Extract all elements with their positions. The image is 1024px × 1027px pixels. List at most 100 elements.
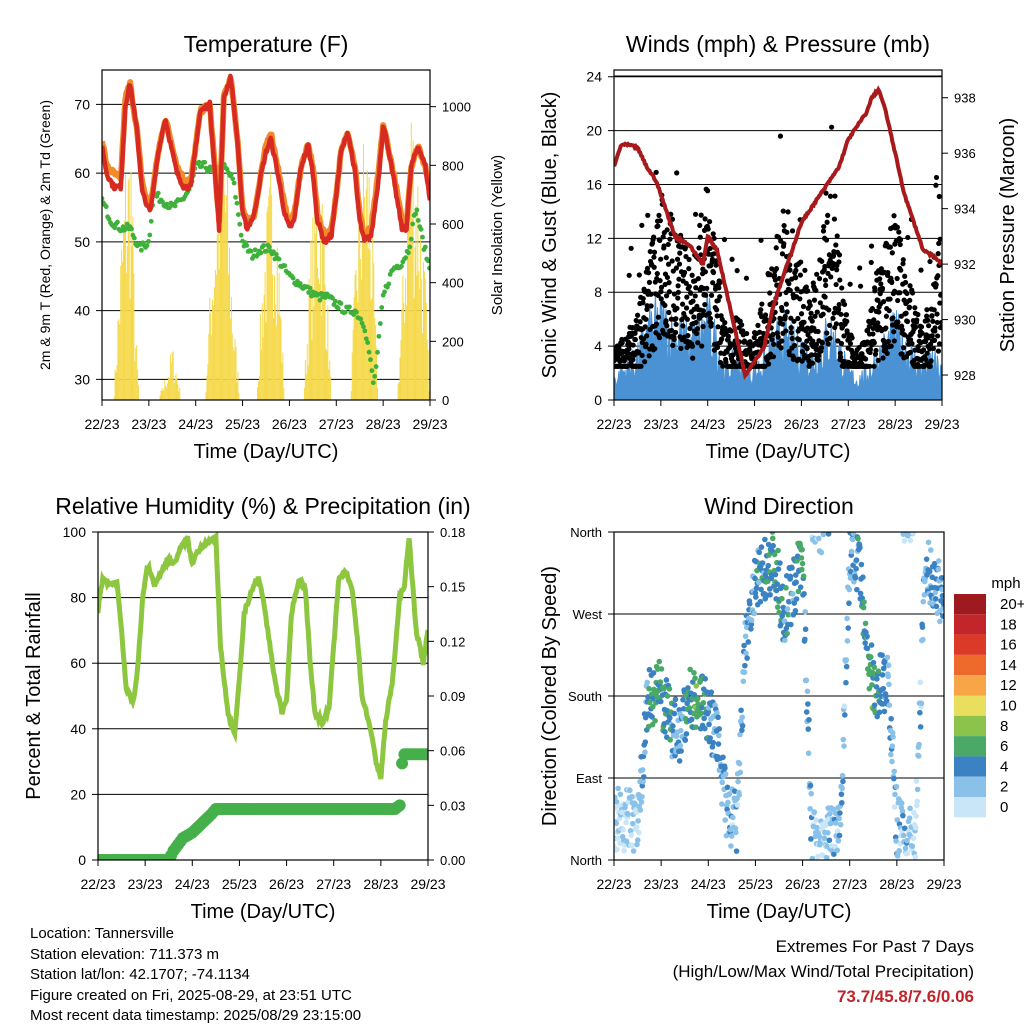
ytick-label: 0.12 (440, 634, 465, 649)
direction-point (885, 673, 891, 680)
gust-point (819, 340, 825, 346)
ytick-label: 600 (442, 217, 464, 232)
gust-point (740, 328, 746, 334)
gust-point (932, 325, 938, 331)
direction-point (742, 633, 749, 640)
direction-point (716, 726, 723, 732)
gust-point (662, 281, 668, 288)
direction-point (932, 596, 939, 602)
direction-point (783, 585, 789, 591)
direction-point (920, 636, 926, 643)
direction-point (706, 721, 712, 728)
dewpoint-point (370, 380, 376, 386)
direction-point (741, 669, 748, 676)
gust-point (871, 340, 877, 346)
gust-point (796, 337, 802, 343)
direction-point (719, 801, 725, 807)
gust-point (894, 224, 900, 230)
direction-point (855, 535, 861, 542)
winds-panel: Winds (mph) & Pressure (mb) 0 4 8 12 16 20 24 92… (539, 31, 1019, 463)
gust-point (869, 305, 875, 312)
gust-point (635, 312, 641, 318)
direction-point (799, 566, 805, 573)
direction-point (656, 658, 663, 665)
gust-point (897, 237, 904, 243)
gust-point (626, 272, 632, 278)
gust-point (648, 303, 654, 309)
gust-point (674, 305, 680, 311)
gust-point (887, 296, 893, 302)
gust-point (907, 349, 913, 355)
direction-point (740, 678, 747, 685)
gust-point (770, 354, 777, 360)
gust-point (886, 308, 892, 314)
gust-point (798, 311, 805, 317)
dewpoint-point (258, 250, 264, 256)
gust-point (825, 270, 831, 276)
gust-point (676, 261, 683, 267)
gust-point (734, 268, 740, 274)
gust-point (927, 363, 933, 369)
xtick-label: 23/23 (644, 876, 679, 892)
gust-point (655, 292, 661, 299)
legend-label: 8 (1000, 718, 1008, 735)
direction-point (662, 729, 668, 735)
direction-point (806, 716, 812, 723)
direction-point (912, 824, 919, 831)
direction-point (785, 611, 792, 618)
gust-point (715, 324, 721, 330)
gust-point (674, 256, 681, 262)
direction-point (808, 790, 815, 797)
direction-point (884, 654, 891, 661)
gust-point (807, 302, 813, 308)
gust-point (781, 222, 787, 229)
direction-point (871, 702, 878, 708)
direction-point (699, 704, 705, 711)
temperature-ylabel-right: Solar Insolation (Yellow) (489, 155, 506, 315)
direction-point (901, 825, 908, 832)
gust-point (884, 350, 890, 357)
gust-point (771, 341, 777, 347)
gust-point (722, 320, 728, 326)
direction-point (802, 636, 808, 643)
direction-point (693, 724, 699, 730)
direction-point (671, 710, 678, 717)
direction-point (728, 833, 735, 839)
gust-point (783, 328, 789, 334)
direction-point (835, 838, 842, 844)
gust-point (802, 355, 808, 361)
direction-point (694, 695, 701, 702)
gust-point (810, 338, 816, 344)
temperature-yticks-right: 0 200 400 600 800 1000 (430, 100, 471, 408)
xtick-label: 26/23 (785, 876, 820, 892)
gust-point (831, 216, 838, 222)
direction-point (614, 835, 621, 842)
speed-legend: mph 20+ 18 16 14 12 10 8 6 4 2 0 (954, 575, 1024, 818)
gust-point (898, 267, 904, 273)
legend-label: 16 (1000, 637, 1017, 654)
gust-point (714, 344, 721, 351)
gust-point (644, 333, 650, 339)
gust-point (657, 237, 663, 243)
direction-point (646, 666, 653, 673)
gust-point (795, 315, 801, 322)
direction-point (642, 739, 649, 745)
gust-point (924, 313, 930, 319)
dewpoint-point (306, 290, 312, 295)
gust-point (915, 311, 921, 318)
direction-point (640, 774, 647, 780)
direction-point (670, 723, 676, 729)
gust-point (656, 335, 663, 341)
direction-point (858, 561, 865, 568)
direction-point (914, 798, 921, 805)
gust-point (923, 356, 929, 363)
gust-point (744, 330, 750, 337)
direction-point (714, 710, 720, 716)
gust-point (897, 290, 903, 296)
direction-point (891, 804, 898, 810)
gust-point (636, 272, 642, 278)
gust-point (883, 325, 889, 331)
gust-point (802, 267, 808, 273)
gust-point (717, 279, 723, 286)
extremes-values: 73.7/45.8/7.6/0.06 (836, 987, 974, 1006)
